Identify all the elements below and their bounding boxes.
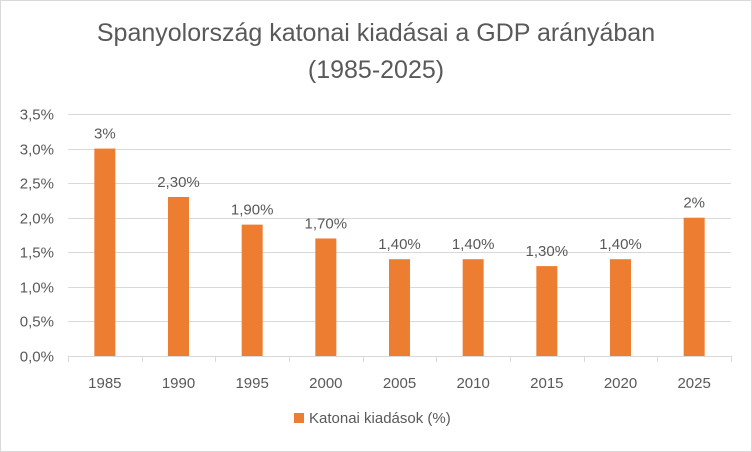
data-label: 3%	[94, 126, 116, 143]
data-label: 1,70%	[305, 215, 348, 232]
bar	[241, 224, 263, 356]
chart-title: Spanyolország katonai kiadásai a GDP ará…	[96, 19, 656, 84]
x-tick-label: 2015	[530, 375, 563, 392]
legend-swatch	[294, 413, 304, 423]
x-tick-label: 2010	[456, 375, 489, 392]
data-label: 1,40%	[452, 236, 495, 253]
y-tick-label: 2,0%	[20, 211, 54, 228]
data-label: 1,40%	[599, 236, 642, 253]
bar	[610, 259, 631, 356]
x-tick-label: 2025	[677, 375, 710, 392]
x-tick-label: 1995	[235, 375, 268, 392]
y-tick-label: 3,5%	[20, 107, 54, 124]
data-label: 1,30%	[526, 243, 569, 260]
y-tick-label: 1,5%	[20, 245, 54, 262]
y-tick-label: 0,5%	[20, 314, 54, 331]
x-tick-label: 2005	[383, 375, 416, 392]
data-label: 2%	[683, 195, 705, 212]
bar	[315, 238, 337, 356]
bar	[462, 259, 484, 356]
y-tick-label: 0,0%	[20, 349, 54, 366]
legend-label: Katonai kiadások (%)	[309, 410, 451, 427]
y-tick-label: 3,0%	[20, 142, 54, 159]
bar	[94, 148, 116, 356]
bar	[168, 196, 189, 356]
x-tick-label: 2000	[309, 375, 342, 392]
data-label: 1,40%	[378, 236, 421, 253]
bar	[536, 266, 558, 356]
y-tick-label: 2,5%	[20, 176, 54, 193]
data-label: 1,90%	[231, 202, 274, 219]
x-tick-label: 1990	[162, 375, 195, 392]
x-tick-label: 2020	[604, 375, 637, 392]
bar	[683, 217, 705, 356]
x-tick-label: 1985	[88, 375, 121, 392]
data-label: 2,30%	[157, 174, 200, 191]
y-tick-label: 1,0%	[20, 280, 54, 297]
bar	[389, 259, 410, 356]
